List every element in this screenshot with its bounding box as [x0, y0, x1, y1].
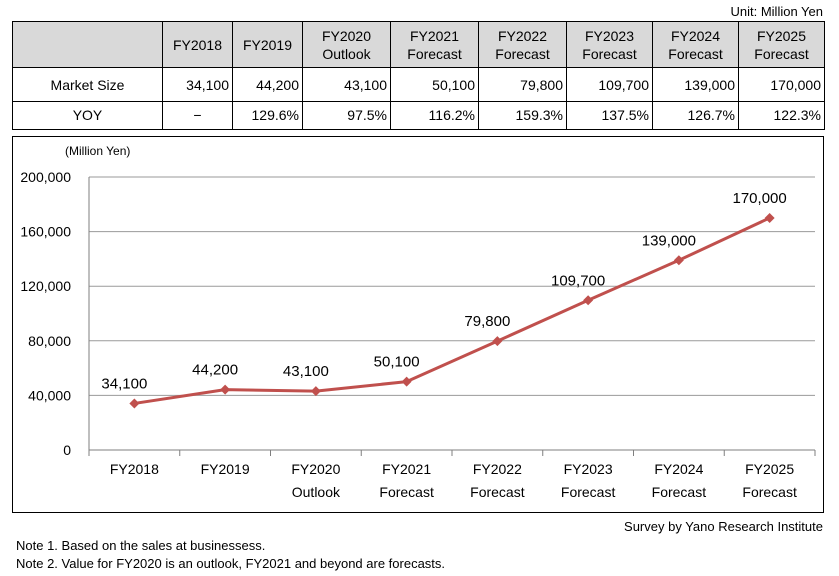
- table-cell: 116.2%: [390, 100, 479, 131]
- data-label: 170,000: [733, 190, 787, 207]
- chart-area: (Million Yen) 0 40,000 80,000 120,000 160,000…: [12, 136, 824, 513]
- data-point-marker: [764, 212, 775, 223]
- data-point-marker: [220, 384, 231, 395]
- table-header-cell: FY2020 Outlook: [302, 20, 391, 69]
- x-tick-label: FY2021: [382, 461, 431, 477]
- y-axis-title: (Million Yen): [65, 144, 130, 158]
- market-size-table: FY2018 FY2019 FY2020 Outlook FY2021 Forecast F…: [12, 20, 825, 131]
- data-point-marker: [492, 336, 503, 347]
- data-label: 34,100: [101, 375, 147, 392]
- x-tick-label: FY2019: [201, 461, 250, 477]
- table-cell: 126.7%: [652, 100, 739, 131]
- data-point-marker: [583, 295, 594, 306]
- table-corner-cell: [12, 20, 163, 69]
- table-cell: 137.5%: [566, 100, 653, 131]
- data-label: 43,100: [283, 363, 329, 380]
- table-header-cell: FY2024 Forecast: [652, 20, 739, 69]
- table-cell: 44,200: [232, 67, 303, 102]
- note-1: Note 1. Based on the sales at businesses…: [16, 538, 266, 553]
- y-tick-label: 80,000: [28, 333, 71, 349]
- table-header-cell: FY2019: [232, 20, 303, 69]
- x-tick-label: Forecast: [379, 484, 434, 500]
- table-cell: 43,100: [302, 67, 391, 102]
- x-tick-label: Forecast: [742, 484, 797, 500]
- table-row-label: Market Size: [12, 67, 163, 102]
- data-label: 79,800: [464, 313, 510, 330]
- data-label: 44,200: [192, 362, 238, 379]
- note-2: Note 2. Value for FY2020 is an outlook, …: [16, 556, 446, 571]
- table-header-row: FY2018 FY2019 FY2020 Outlook FY2021 Forecast F…: [12, 20, 825, 69]
- table-cell: −: [162, 100, 233, 131]
- table-header-cell: FY2023 Forecast: [566, 20, 653, 69]
- x-tick-label: FY2018: [110, 461, 159, 477]
- table-cell: 122.3%: [738, 100, 825, 131]
- x-tick-label: Outlook: [292, 484, 341, 500]
- line-chart: (Million Yen) 0 40,000 80,000 120,000 160,000…: [20, 144, 816, 500]
- table-row: Market Size 34,100 44,200 43,100 50,100 79,80…: [12, 67, 825, 102]
- y-tick-label: 200,000: [20, 169, 71, 185]
- series-line: [134, 216, 771, 405]
- table-header-cell: FY2022 Forecast: [478, 20, 567, 69]
- data-label: 109,700: [551, 272, 605, 289]
- table-cell: 97.5%: [302, 100, 391, 131]
- y-tick-label: 160,000: [20, 224, 71, 240]
- x-tick-label: FY2025: [745, 461, 794, 477]
- table-cell: 170,000: [738, 67, 825, 102]
- table-header-cell: FY2018: [162, 20, 233, 69]
- x-tick-label: FY2022: [473, 461, 522, 477]
- x-tick-label: Forecast: [561, 484, 616, 500]
- table-cell: 79,800: [478, 67, 567, 102]
- table-header-cell: FY2021 Forecast: [390, 20, 479, 69]
- table-row-label: YOY: [12, 100, 163, 131]
- y-tick-label: 40,000: [28, 387, 71, 403]
- table-row: YOY −129.6% 97.5% 116.2% 159.3% 137.5% 126.7% 1…: [12, 100, 825, 131]
- table-cell: 129.6%: [232, 100, 303, 131]
- data-point-marker: [673, 255, 684, 266]
- x-tick-label: FY2023: [564, 461, 613, 477]
- table-cell: 34,100: [162, 67, 233, 102]
- x-tick-label: Forecast: [652, 484, 707, 500]
- data-label: 139,000: [642, 232, 696, 249]
- data-point-marker: [310, 386, 321, 397]
- y-tick-label: 0: [63, 442, 71, 458]
- x-tick-label: Forecast: [470, 484, 525, 500]
- x-tick-label: FY2020: [291, 461, 340, 477]
- survey-source: Survey by Yano Research Institute: [624, 519, 823, 534]
- table-cell: 139,000: [652, 67, 739, 102]
- table-cell: 159.3%: [478, 100, 567, 131]
- data-point-marker: [129, 398, 140, 409]
- data-point-marker: [401, 376, 412, 387]
- y-tick-label: 120,000: [20, 278, 71, 294]
- table-header-cell: FY2025 Forecast: [738, 20, 825, 69]
- unit-label: Unit: Million Yen: [730, 4, 824, 19]
- data-label: 50,100: [374, 354, 420, 371]
- x-tick-label: FY2024: [654, 461, 703, 477]
- table-cell: 50,100: [390, 67, 479, 102]
- table-cell: 109,700: [566, 67, 653, 102]
